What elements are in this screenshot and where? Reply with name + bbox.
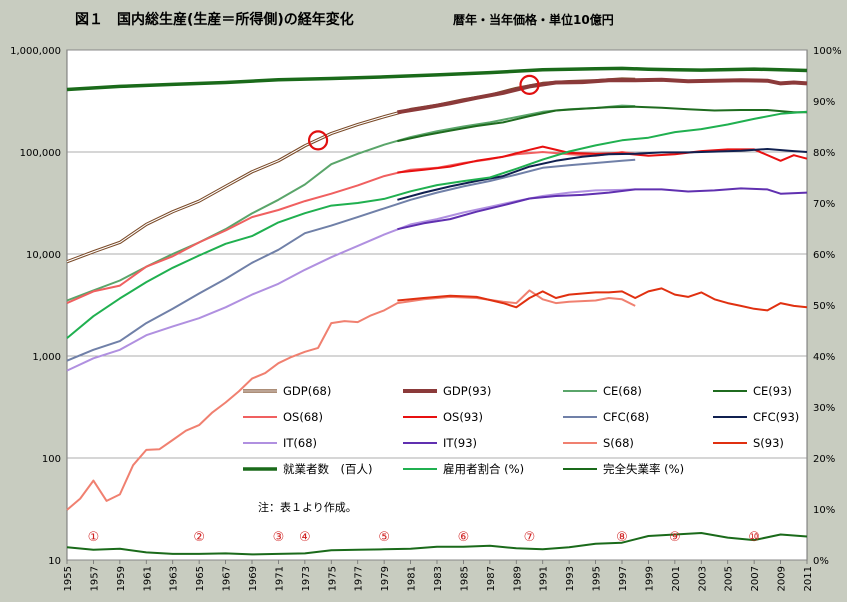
series-line-s-93 bbox=[397, 287, 808, 312]
y-right-tick-label: 40% bbox=[813, 352, 835, 363]
x-tick-label: 1959 bbox=[116, 566, 127, 591]
series-line-os-68 bbox=[66, 151, 636, 305]
series-line-cfc-93 bbox=[397, 148, 808, 201]
y-left-tick-label: 100,000 bbox=[20, 148, 61, 159]
x-tick-label: 2011 bbox=[803, 566, 814, 591]
series-line-cfc-68 bbox=[66, 158, 636, 362]
legend-label: IT(68) bbox=[283, 436, 317, 450]
series-line-it-68 bbox=[66, 188, 636, 372]
period-marker: ⑦ bbox=[524, 530, 536, 545]
x-tick-label: 1995 bbox=[592, 566, 603, 591]
plot-area bbox=[66, 49, 808, 561]
x-tick-label: 1999 bbox=[644, 566, 655, 591]
x-tick-label: 1989 bbox=[512, 566, 523, 591]
y-right-tick-label: 50% bbox=[813, 301, 835, 312]
y-right-tick-label: 100% bbox=[813, 46, 842, 57]
period-marker: ② bbox=[193, 530, 205, 545]
legend-label: GDP(68) bbox=[283, 384, 331, 398]
series-line-it-93 bbox=[397, 187, 808, 231]
highlight-circle bbox=[307, 130, 329, 151]
period-marker: ⑩ bbox=[748, 530, 760, 545]
period-marker: ⑤ bbox=[378, 530, 390, 545]
y-right-tick-label: 20% bbox=[813, 454, 835, 465]
period-marker: ④ bbox=[299, 530, 311, 545]
x-tick-label: 1993 bbox=[565, 566, 576, 591]
period-marker: ③ bbox=[273, 530, 285, 545]
x-tick-label: 1955 bbox=[63, 566, 74, 591]
x-tick-label: 1969 bbox=[248, 566, 259, 591]
legend-label: 雇用者割合 (%) bbox=[443, 462, 524, 476]
series-line-s13 bbox=[66, 110, 808, 339]
y-right-tick-label: 60% bbox=[813, 250, 835, 261]
series-line-gdp-93 bbox=[397, 77, 808, 115]
legend-label: IT(93) bbox=[443, 436, 477, 450]
legend-label: CFC(68) bbox=[603, 410, 649, 424]
y-right-tick-label: 90% bbox=[813, 97, 835, 108]
x-tick-label: 1963 bbox=[169, 566, 180, 591]
x-tick-label: 2003 bbox=[697, 566, 708, 591]
chart-subtitle: 暦年・当年価格・単位10億円 bbox=[453, 12, 614, 27]
x-tick-label: 1991 bbox=[539, 566, 550, 591]
y-right-tick-label: 70% bbox=[813, 199, 835, 210]
series-line-s-68 bbox=[66, 289, 636, 511]
x-tick-label: 1961 bbox=[142, 566, 153, 591]
legend-label: OS(68) bbox=[283, 410, 323, 424]
y-left-tick-label: 10 bbox=[48, 556, 61, 567]
series-line-s14 bbox=[66, 532, 808, 556]
x-tick-label: 1975 bbox=[327, 566, 338, 591]
x-tick-label: 2009 bbox=[777, 566, 788, 591]
x-tick-label: 1997 bbox=[618, 566, 629, 591]
chart-note: 注：表１より作成。 bbox=[258, 500, 357, 514]
x-tick-label: 1977 bbox=[354, 566, 365, 591]
x-tick-label: 2005 bbox=[724, 566, 735, 591]
y-left-tick-label: 1,000,000 bbox=[10, 46, 61, 57]
series-line-ce-93 bbox=[397, 105, 807, 143]
x-tick-label: 1979 bbox=[380, 566, 391, 591]
y-right-tick-label: 10% bbox=[813, 505, 835, 516]
y-right-tick-label: 0% bbox=[813, 556, 829, 567]
x-tick-label: 1967 bbox=[222, 566, 233, 591]
legend-label: CE(68) bbox=[603, 384, 642, 398]
y-left-tick-label: 100 bbox=[42, 454, 61, 465]
y-right-tick-label: 30% bbox=[813, 403, 835, 414]
legend-label: 完全失業率 (%) bbox=[603, 462, 684, 476]
x-tick-label: 1957 bbox=[89, 566, 100, 591]
x-tick-label: 1965 bbox=[195, 566, 206, 591]
x-tick-label: 2001 bbox=[671, 566, 682, 591]
chart-title: 図１ 国内総生産(生産＝所得側)の経年変化 bbox=[75, 11, 354, 28]
y-right-tick-label: 80% bbox=[813, 148, 835, 159]
y-left-tick-label: 1,000 bbox=[32, 352, 61, 363]
period-marker: ⑨ bbox=[669, 530, 681, 545]
legend-label: CFC(93) bbox=[753, 410, 799, 424]
x-tick-label: 1981 bbox=[407, 566, 418, 591]
legend-label: OS(93) bbox=[443, 410, 483, 424]
legend-label: GDP(93) bbox=[443, 384, 491, 398]
legend-label: S(68) bbox=[603, 436, 634, 450]
x-tick-label: 1987 bbox=[486, 566, 497, 591]
period-marker: ⑥ bbox=[458, 530, 470, 545]
x-tick-label: 2007 bbox=[750, 566, 761, 591]
period-marker: ① bbox=[88, 530, 100, 545]
x-tick-label: 1971 bbox=[274, 566, 285, 591]
legend-label: S(93) bbox=[753, 436, 784, 450]
legend-label: CE(93) bbox=[753, 384, 792, 398]
x-tick-label: 1973 bbox=[301, 566, 312, 591]
x-tick-label: 1983 bbox=[433, 566, 444, 591]
y-left-tick-label: 10,000 bbox=[26, 250, 61, 261]
period-marker: ⑧ bbox=[616, 530, 628, 545]
series-line-s12 bbox=[66, 66, 808, 92]
legend-label: 就業者数 (百人) bbox=[283, 462, 372, 476]
highlight-circle bbox=[519, 74, 540, 95]
x-tick-label: 1985 bbox=[459, 566, 470, 591]
